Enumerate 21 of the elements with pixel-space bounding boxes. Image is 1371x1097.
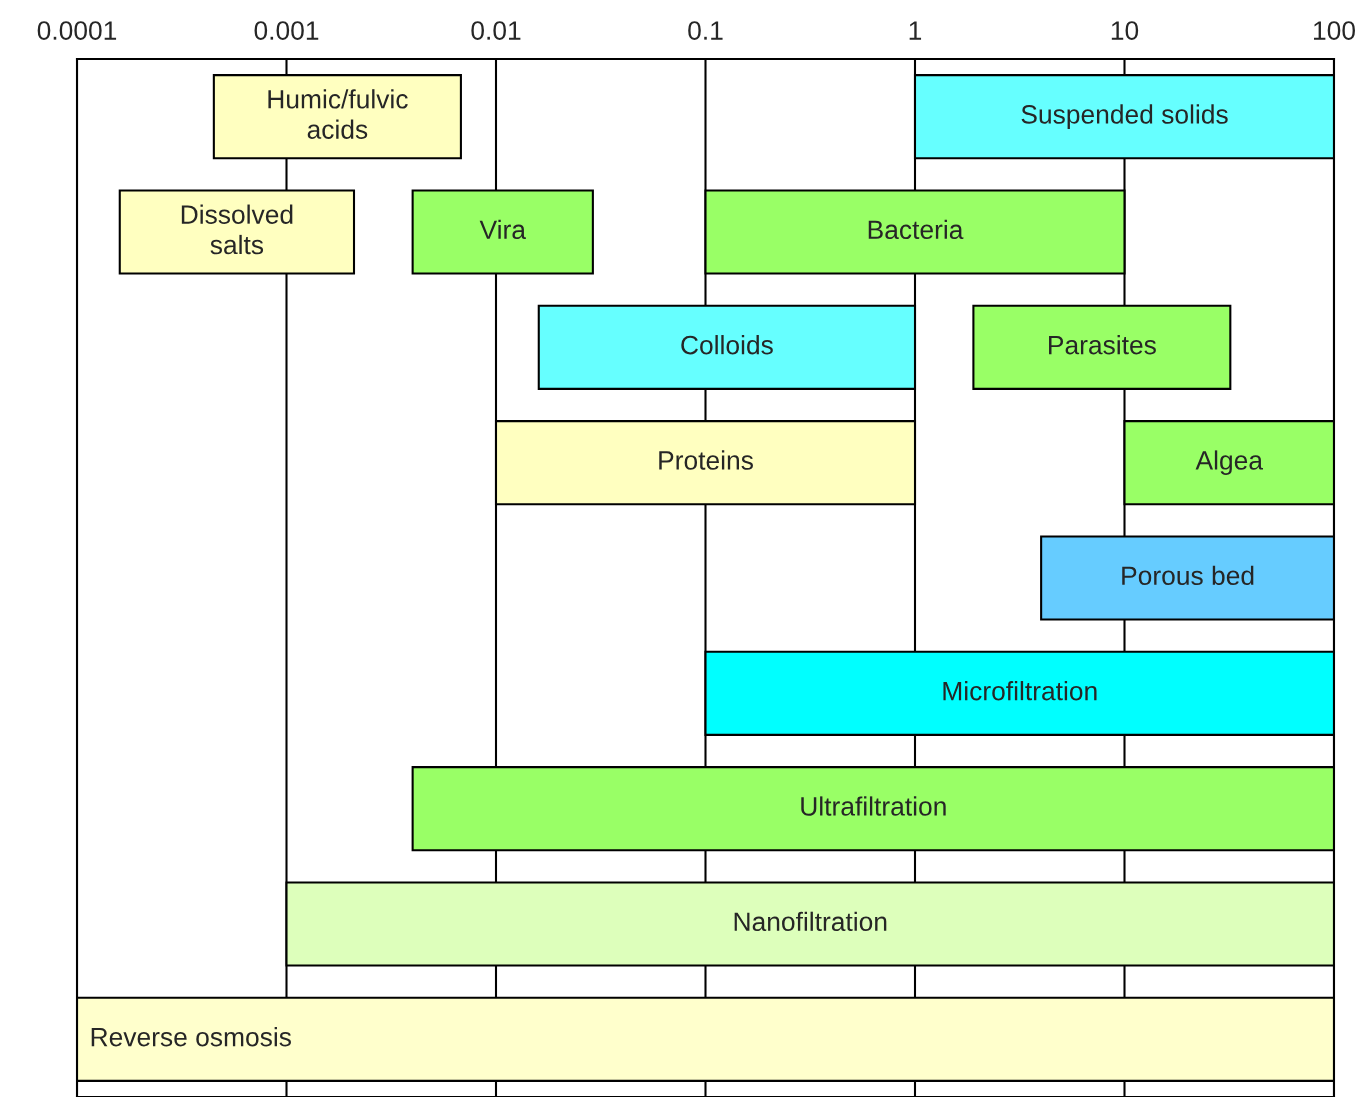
series-label: Bacteria — [868, 219, 964, 240]
x-tick-label: 0.0001 — [37, 21, 117, 40]
series-label: Proteins — [659, 450, 753, 470]
x-tick-label: 0.01 — [471, 21, 521, 40]
series-label: Humic/fulvic acids — [268, 89, 408, 139]
x-tick-label: 0.1 — [688, 21, 723, 40]
series-label: Nanofiltration — [734, 911, 887, 932]
x-tick-label: 100 — [1314, 21, 1355, 40]
series-label: Colloids — [681, 335, 773, 355]
series-label: Microfiltration — [943, 681, 1097, 701]
x-tick-label: 10 — [1111, 21, 1139, 40]
series-label: Suspended solids — [1021, 104, 1228, 129]
series-label: Reverse osmosis — [91, 1027, 291, 1047]
series-label: Porous bed — [1122, 565, 1254, 586]
x-tick-label: 0.001 — [254, 21, 319, 40]
series-label: Ultrafiltration — [801, 796, 946, 816]
x-tick-label: 1 — [909, 21, 922, 40]
series-label: Dissolved salts — [181, 204, 293, 255]
series-label: Algea — [1195, 450, 1263, 475]
series-label: Vira — [479, 219, 526, 240]
series-label: Parasites — [1049, 335, 1156, 355]
